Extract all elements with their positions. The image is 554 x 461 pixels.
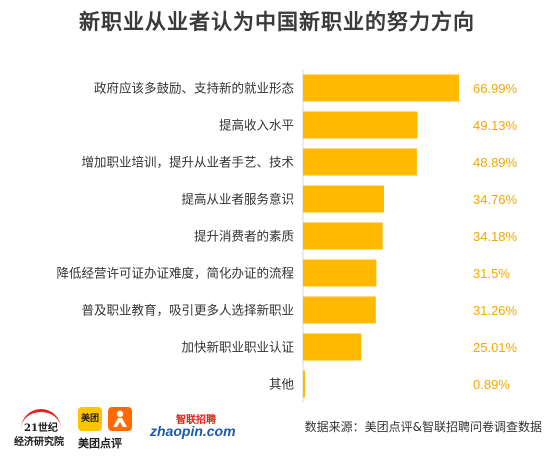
bar-4 <box>303 222 383 250</box>
bar-5 <box>303 259 377 287</box>
logo-arc-icon <box>21 409 61 434</box>
bar-8 <box>303 370 306 398</box>
category-label-1: 提高收入水平 <box>219 118 294 133</box>
category-label-4: 提升消费者的素质 <box>194 229 294 244</box>
bar-2 <box>303 148 417 176</box>
bar-3 <box>303 185 384 213</box>
bar-0 <box>303 74 460 102</box>
dianping-person-icon <box>108 407 132 431</box>
chart-title: 新职业从业者认为中国新职业的努力方向 <box>79 10 475 34</box>
zhaopin-cn-text: 智联招聘 <box>176 415 216 426</box>
category-label-5: 降低经营许可证办证难度，简化办证的流程 <box>56 266 294 281</box>
category-label-0: 政府应该多鼓励、支持新的就业形态 <box>94 81 294 96</box>
category-label-6: 普及职业教育，吸引更多人选择新职业 <box>81 303 294 318</box>
bar-1 <box>303 111 418 139</box>
value-label-3: 34.76% <box>473 192 518 207</box>
meituan-dianping-text: 美团点评 <box>78 437 122 450</box>
value-label-6: 31.26% <box>473 303 518 318</box>
category-label-3: 提高从业者服务意识 <box>181 192 294 207</box>
value-label-1: 49.13% <box>473 118 518 133</box>
meituan-dianping-logo: 美团 美团点评 <box>78 407 138 455</box>
category-label-8: 其他 <box>269 377 295 392</box>
zhaopin-logo: 智联招聘 zhaopin.com <box>146 411 236 451</box>
value-label-7: 25.01% <box>473 340 518 355</box>
category-label-2: 增加职业培训，提升从业者手艺、技术 <box>81 155 294 170</box>
logo-strip: 21世纪 经济研究院 美团 美团点评 智联招聘 zhaopin.com <box>6 405 286 457</box>
value-label-4: 34.18% <box>473 229 518 244</box>
data-source-note: 数据来源：美团点评&智联招聘问卷调查数据 <box>304 420 542 434</box>
value-label-0: 66.99% <box>473 81 518 96</box>
value-label-8: 0.89% <box>473 377 510 392</box>
logo-21-line2: 经济研究院 <box>14 437 64 448</box>
category-label-7: 加快新职业职业认证 <box>181 340 294 355</box>
logo-21-line1: 21世纪 <box>24 423 58 434</box>
21st-century-economic-institute-logo: 21世纪 经济研究院 <box>12 409 70 453</box>
bar-7 <box>303 333 362 361</box>
zhaopin-en-text: zhaopin.com <box>150 423 236 439</box>
meituan-box-logo: 美团 <box>78 407 102 431</box>
value-label-2: 48.89% <box>473 155 518 170</box>
value-label-5: 31.5% <box>473 266 510 281</box>
bar-6 <box>303 296 376 324</box>
